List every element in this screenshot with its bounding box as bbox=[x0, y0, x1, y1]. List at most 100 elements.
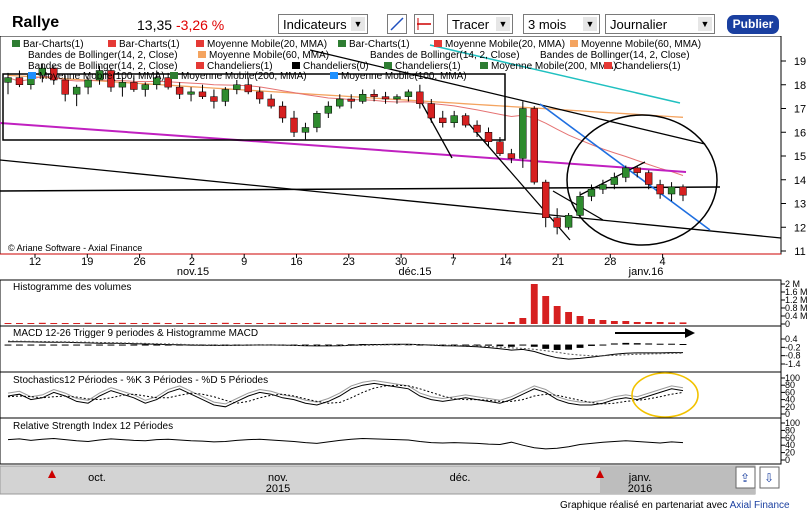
export-button[interactable] bbox=[735, 466, 756, 489]
navigator-labels: oct. nov. déc. janv. 2015 2016 bbox=[88, 472, 652, 495]
volume-bar bbox=[576, 316, 584, 324]
volume-bar bbox=[668, 322, 675, 324]
volume-bar bbox=[496, 322, 504, 324]
trendline-tool-button[interactable] bbox=[387, 14, 407, 34]
date-tick-label: 16 bbox=[290, 256, 302, 268]
date-tick-label: 4 bbox=[660, 256, 666, 268]
date-tick-label: 14 bbox=[500, 256, 512, 268]
macd-histogram-bar bbox=[439, 344, 447, 346]
candle-body bbox=[164, 77, 172, 88]
volume-bar bbox=[27, 323, 35, 324]
panel-tick-label: 40 bbox=[785, 440, 795, 450]
macd-histogram-bar bbox=[656, 343, 664, 345]
volume-bar bbox=[370, 323, 378, 324]
navigator-left-handle[interactable] bbox=[48, 470, 56, 478]
macd-histogram-bar bbox=[153, 344, 161, 346]
candle-body bbox=[667, 186, 676, 195]
navigator-year-label: 2016 bbox=[628, 483, 652, 495]
macd-histogram-bar bbox=[565, 344, 573, 350]
volume-bar bbox=[622, 321, 630, 324]
draw-dropdown[interactable]: Tracer ▼ bbox=[447, 14, 513, 34]
interval-select[interactable]: Journalier ▼ bbox=[605, 14, 715, 34]
date-tick-label: 21 bbox=[552, 256, 564, 268]
volume-bar bbox=[679, 322, 687, 324]
macd-histogram-bar bbox=[450, 344, 458, 346]
date-tick-label: 9 bbox=[241, 256, 247, 268]
candle-body bbox=[450, 115, 458, 123]
candle-body bbox=[278, 105, 287, 119]
price-tick-label: 14 bbox=[794, 175, 806, 187]
macd-histogram-bar bbox=[347, 344, 355, 346]
volume-bar bbox=[507, 322, 515, 324]
volume-bar bbox=[633, 322, 641, 324]
macd-histogram-bar bbox=[519, 344, 527, 346]
candle-body bbox=[393, 96, 401, 100]
volume-panel bbox=[0, 279, 782, 327]
panel-tick-label: -0.2 bbox=[785, 342, 801, 352]
date-tick-label: 28 bbox=[604, 256, 616, 268]
volume-bar bbox=[221, 322, 229, 324]
date-tick-label: 12 bbox=[29, 256, 41, 268]
volume-bar bbox=[244, 323, 252, 324]
candle-body bbox=[507, 153, 516, 159]
navigator-window[interactable] bbox=[600, 466, 755, 494]
volume-bar bbox=[610, 321, 618, 324]
print-icon: ⇩ bbox=[764, 471, 774, 485]
legend-entry: Chandeliers(1) bbox=[395, 61, 461, 72]
volume-bar bbox=[542, 296, 550, 324]
macd-histogram-bar bbox=[553, 344, 561, 350]
panel-tick-label: 1.2 M bbox=[785, 295, 808, 305]
panel-tick-label: 60 bbox=[785, 387, 795, 397]
candle-body bbox=[130, 82, 138, 90]
candle-body bbox=[519, 108, 527, 159]
navigator-right-handle[interactable] bbox=[596, 470, 604, 478]
candle-body bbox=[416, 91, 424, 104]
chevron-down-icon: ▼ bbox=[698, 17, 712, 31]
candle-body bbox=[461, 115, 470, 126]
indicators-dropdown[interactable]: Indicateurs ▼ bbox=[278, 14, 368, 34]
legend-entry: Bar-Charts(1) bbox=[349, 39, 410, 50]
stochastic-raw-line bbox=[7, 379, 684, 405]
macd-histogram-bar bbox=[473, 344, 481, 346]
volume-bar bbox=[4, 323, 12, 324]
legend-swatch bbox=[196, 62, 204, 69]
period-select[interactable]: 3 mois ▼ bbox=[523, 14, 600, 34]
volume-bar bbox=[588, 319, 595, 324]
volume-bar bbox=[279, 322, 287, 324]
volume-bar bbox=[565, 312, 573, 324]
navigator-month-label: nov. bbox=[268, 472, 288, 484]
macd-histogram-bar bbox=[141, 344, 149, 346]
candle-body bbox=[633, 167, 641, 173]
last-price: 13,35 bbox=[137, 17, 173, 33]
volume-bar bbox=[473, 323, 481, 324]
macd-histogram-bar bbox=[96, 344, 103, 346]
publish-button[interactable]: Publier bbox=[727, 15, 779, 34]
navigator-month-label: déc. bbox=[450, 472, 471, 484]
volume-bar bbox=[290, 323, 298, 324]
candle-body bbox=[95, 70, 104, 81]
horizontal-line-tool-button[interactable] bbox=[414, 14, 434, 34]
footer-link[interactable]: Axial Finance bbox=[729, 500, 790, 511]
rsi-title: Relative Strength Index 12 Périodes bbox=[13, 421, 173, 432]
rsi-panel bbox=[0, 417, 782, 465]
candle-body bbox=[107, 70, 115, 88]
macd-histogram-bar bbox=[130, 344, 138, 346]
volume-bar bbox=[16, 323, 23, 324]
legend-swatch bbox=[28, 72, 36, 79]
macd-histogram-bar bbox=[38, 344, 46, 346]
macd-histogram-bar bbox=[542, 344, 550, 349]
macd-histogram-bar bbox=[107, 344, 115, 346]
macd-histogram-bar bbox=[16, 344, 23, 346]
stochastic-highlight-circle bbox=[631, 372, 699, 418]
macd-histogram-bar bbox=[336, 344, 344, 346]
legend-swatch bbox=[434, 40, 442, 47]
price-tick-label: 18 bbox=[794, 80, 806, 92]
macd-histogram-bar bbox=[622, 342, 630, 345]
candle-body bbox=[4, 77, 12, 83]
legend-entry: Moyenne Mobile(20, MMA) bbox=[207, 39, 327, 50]
volume-bar bbox=[382, 323, 389, 324]
volume-bar bbox=[553, 306, 561, 324]
channel-line bbox=[461, 115, 571, 241]
print-button[interactable] bbox=[759, 466, 780, 489]
